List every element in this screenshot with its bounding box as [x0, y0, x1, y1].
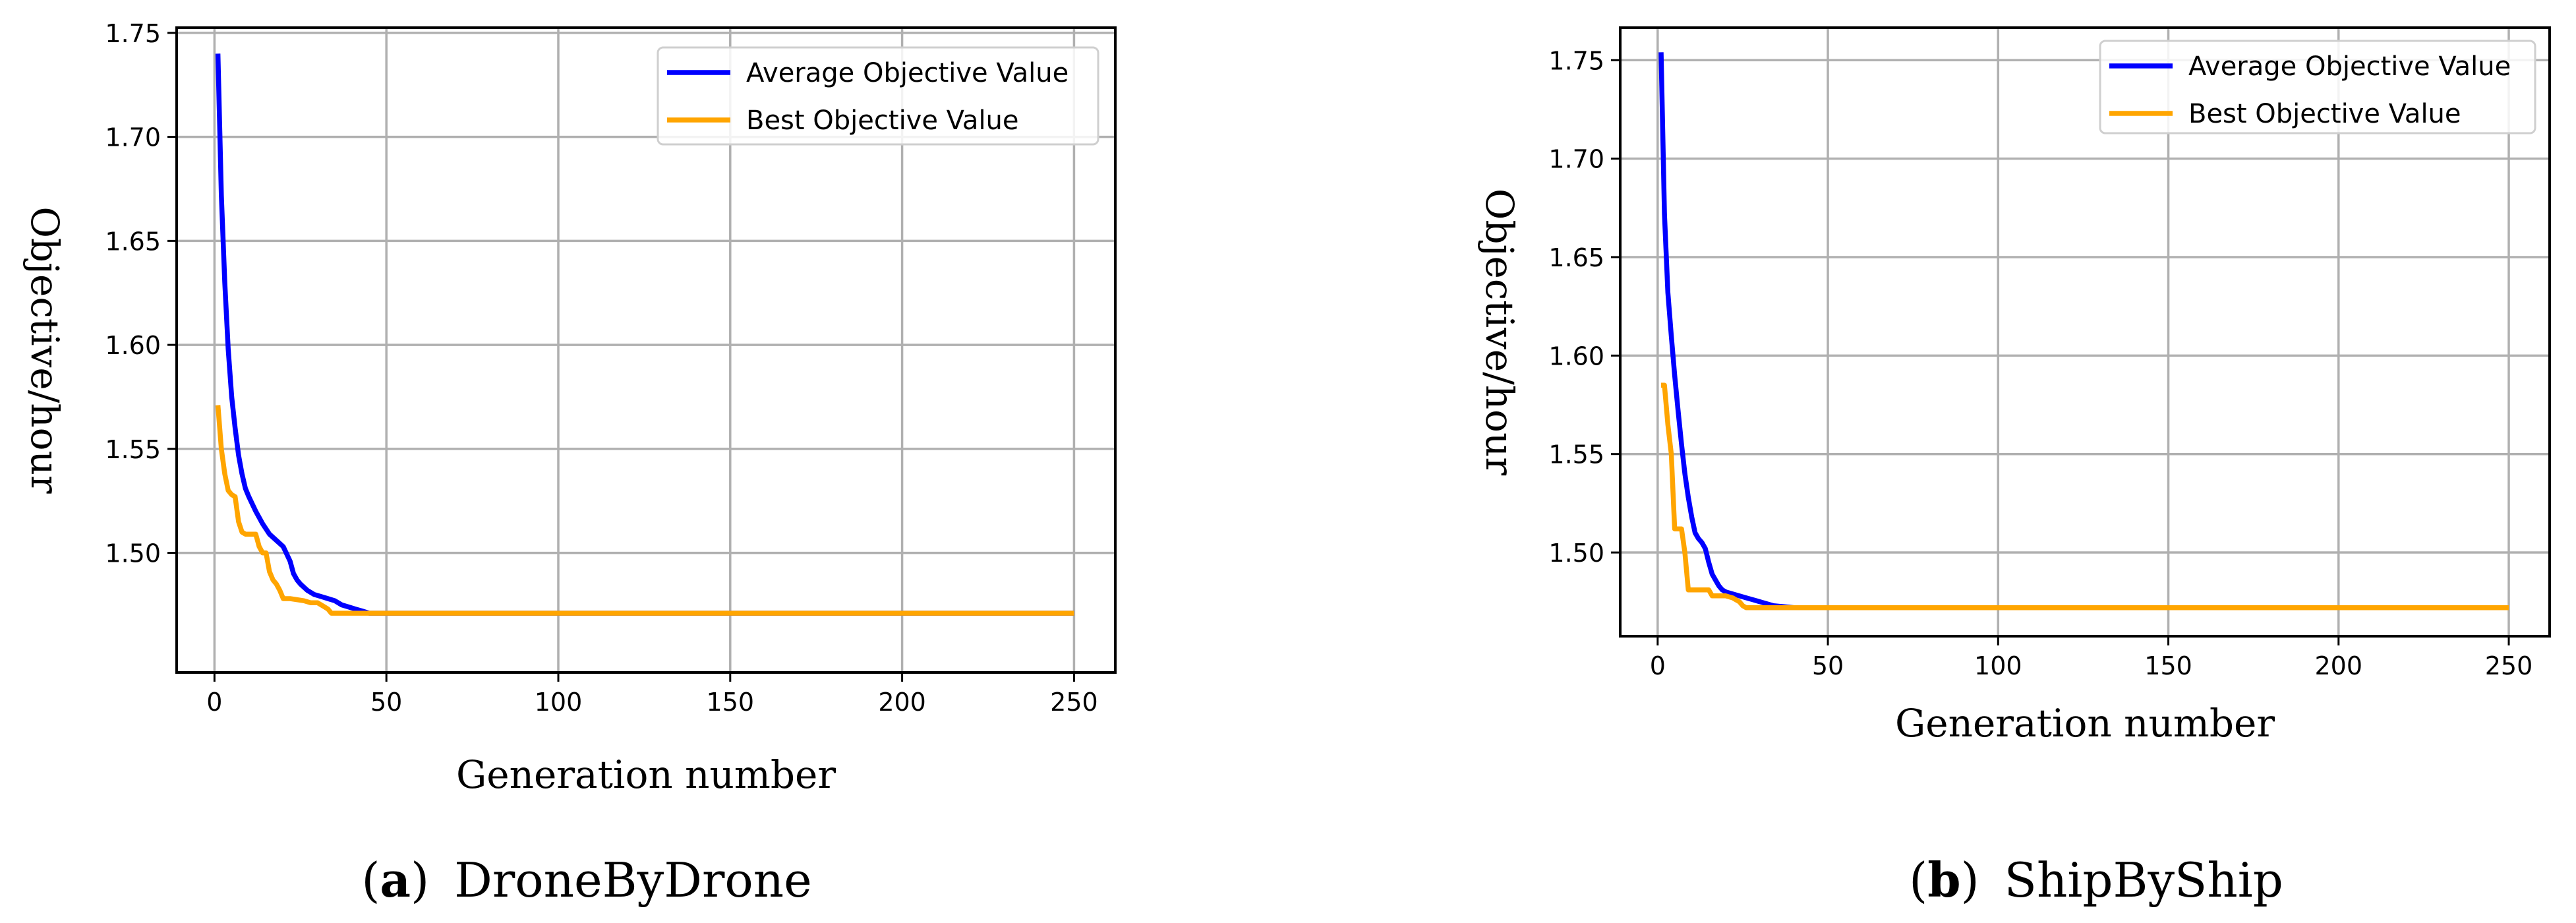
- y-tick-label: 1.50: [105, 539, 161, 568]
- caption-paren-close: ): [1961, 852, 1979, 908]
- panel-caption: (a) DroneByDrone: [361, 852, 811, 908]
- caption-letter: b: [1927, 852, 1960, 908]
- series-lines: [215, 53, 1074, 616]
- legend-label-average: Average Objective Value: [2188, 51, 2511, 82]
- x-tick-label: 200: [2315, 651, 2363, 680]
- plot-frame: [1619, 26, 2551, 638]
- chart-panel-a: 0 50 100 150 200 2501.501.551.601.651.701.75 …: [22, 19, 1117, 908]
- y-tick-label: 1.70: [105, 123, 161, 152]
- x-tick-label: 50: [1812, 651, 1844, 680]
- legend-label-best: Best Objective Value: [2188, 99, 2461, 129]
- caption-paren-close: ): [411, 852, 429, 908]
- caption-title: DroneByDrone: [454, 852, 812, 908]
- series-best-objective-line: [1661, 382, 2509, 610]
- caption-paren-open: (: [1909, 852, 1927, 908]
- legend: Average Objective Value Best Objective V…: [657, 46, 1099, 146]
- y-tick-label: 1.50: [1548, 539, 1604, 568]
- y-tick-label: 1.75: [1548, 46, 1604, 75]
- caption-paren-open: (: [361, 852, 380, 908]
- x-tick-label: 150: [2144, 651, 2192, 680]
- x-tick-label: 250: [1050, 688, 1098, 717]
- y-axis-label: Objective/hour: [22, 206, 67, 494]
- plot-frame: [175, 26, 1117, 674]
- x-tick-label: 0: [206, 688, 222, 717]
- x-tick-label: 0: [1650, 651, 1666, 680]
- y-tick-label: 1.55: [1548, 440, 1604, 469]
- x-axis-label: Generation number: [456, 752, 836, 797]
- x-tick-label: 50: [370, 688, 402, 717]
- y-tick-label: 1.60: [105, 331, 161, 360]
- x-tick-label: 150: [707, 688, 755, 717]
- x-tick-label: 200: [878, 688, 926, 717]
- x-axis-label: Generation number: [1895, 701, 2275, 746]
- x-tick-label: 100: [535, 688, 583, 717]
- y-tick-label: 1.70: [1548, 145, 1604, 174]
- legend-label-best: Best Objective Value: [746, 105, 1019, 136]
- axis-ticks: 0 50 100 150 200 250 1.50 1.55 1.60 1.65 1.70 1.75: [105, 19, 1098, 717]
- series-best-objective-line: [215, 405, 1074, 616]
- y-tick-label: 1.55: [105, 435, 161, 464]
- caption-letter: a: [380, 852, 411, 908]
- series-average-objective-line: [1658, 52, 2509, 610]
- y-tick-label: 1.65: [1548, 243, 1604, 272]
- x-tick-label: 250: [2485, 651, 2533, 680]
- y-tick-label: 1.65: [105, 227, 161, 256]
- legend-label-average: Average Objective Value: [746, 58, 1068, 88]
- axis-ticks: 0 50 100 150 200 250 1.50 1.55 1.60 1.65 1.70 1.75: [1548, 46, 2532, 680]
- legend-box: [657, 46, 1099, 146]
- caption-title: ShipByShip: [2005, 852, 2283, 908]
- y-tick-label: 1.60: [1548, 342, 1604, 371]
- chart-panel-b: 0 50 100 150 200 2501.501.551.601.651.701.75 …: [1477, 26, 2551, 908]
- y-tick-label: 1.75: [105, 19, 161, 48]
- y-axis-label: Objective/hour: [1477, 189, 1522, 476]
- legend: Average Objective Value Best Objective V…: [2099, 40, 2536, 134]
- x-tick-label: 100: [1974, 651, 2022, 680]
- legend-box: [2099, 40, 2536, 134]
- series-lines: [1658, 52, 2509, 610]
- panel-caption: (b) ShipByShip: [1909, 852, 2283, 908]
